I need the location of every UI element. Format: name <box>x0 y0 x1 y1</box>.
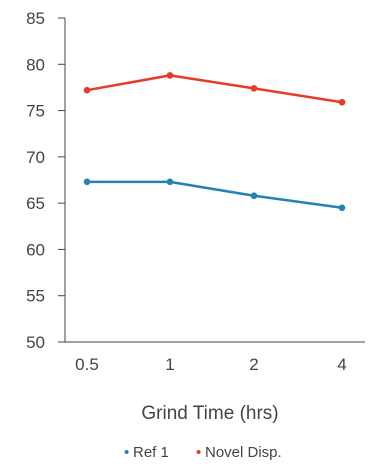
x-axis-ticks: 0.5 1 2 4 <box>75 355 347 374</box>
x-tick-label: 1 <box>165 355 174 374</box>
series-point-1 <box>338 98 346 106</box>
y-tick-label: 75 <box>26 102 45 121</box>
y-axis-ticks: 50 55 60 65 70 75 80 85 <box>26 9 65 352</box>
y-tick-label: 65 <box>26 194 45 213</box>
y-tick-label: 70 <box>26 148 45 167</box>
series-point-0 <box>166 178 174 186</box>
axes <box>64 18 365 343</box>
y-tick-label: 80 <box>26 55 45 74</box>
y-tick-label: 85 <box>26 9 45 28</box>
legend-marker-0: • <box>124 444 129 461</box>
y-tick-label: 55 <box>26 287 45 306</box>
legend: • Ref 1 • Novel Disp. <box>124 444 282 461</box>
legend-marker-1: • <box>196 444 201 461</box>
series-point-1 <box>83 86 91 94</box>
legend-label-1: Novel Disp. <box>205 444 282 461</box>
y-tick-label: 60 <box>26 240 45 259</box>
series-line-0 <box>87 180 343 210</box>
series-point-1 <box>166 72 174 79</box>
series-point-0 <box>250 192 258 200</box>
series-line-1 <box>86 74 343 104</box>
x-tick-label: 0.5 <box>75 355 99 374</box>
x-tick-label: 2 <box>249 355 258 374</box>
series-point-0 <box>83 178 91 186</box>
y-tick-label: 50 <box>26 333 45 352</box>
series-layer <box>83 72 346 212</box>
legend-label-0: Ref 1 <box>133 444 169 461</box>
x-axis-title: Grind Time (hrs) <box>141 403 278 424</box>
series-point-0 <box>338 204 346 212</box>
series-point-1 <box>250 85 258 92</box>
x-tick-label: 4 <box>337 355 346 374</box>
